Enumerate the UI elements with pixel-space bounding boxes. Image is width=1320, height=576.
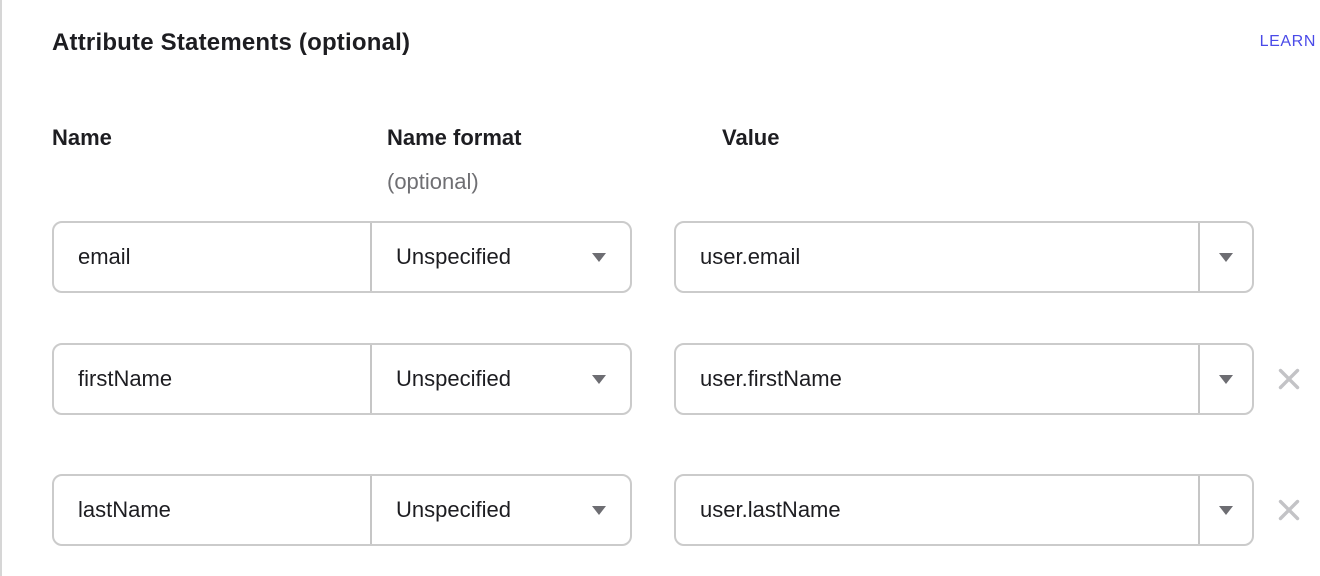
page-title: Attribute Statements (optional) <box>52 29 411 56</box>
attribute-value-input[interactable] <box>676 345 1198 413</box>
column-header-name-format: Name format (optional) <box>387 124 722 196</box>
name-and-format-group: Unspecified <box>52 343 632 415</box>
name-format-select[interactable]: Unspecified <box>372 345 630 413</box>
learn-link[interactable]: LEARN <box>1259 33 1316 50</box>
group-divider <box>370 476 372 544</box>
value-dropdown-toggle[interactable] <box>1200 223 1252 291</box>
attribute-row: Unspecified <box>52 221 1320 293</box>
value-dropdown-toggle[interactable] <box>1200 476 1252 544</box>
attribute-name-input[interactable] <box>54 345 370 413</box>
attribute-rows: Unspecified Unspecified <box>52 221 1320 546</box>
chevron-down-icon <box>592 505 606 515</box>
group-divider <box>1198 476 1200 544</box>
chevron-down-icon <box>1219 252 1233 262</box>
column-header-value: Value <box>722 125 780 150</box>
close-icon <box>1278 368 1300 390</box>
column-header-name-format-label: Name format <box>387 125 522 150</box>
panel-header: Attribute Statements (optional) LEARN <box>52 28 1320 58</box>
value-group <box>674 474 1254 546</box>
name-format-selected-value: Unspecified <box>396 497 511 522</box>
remove-attribute-button[interactable] <box>1274 495 1304 525</box>
attribute-row: Unspecified <box>52 474 1320 546</box>
group-divider <box>1198 345 1200 413</box>
name-and-format-group: Unspecified <box>52 474 632 546</box>
chevron-down-icon <box>1219 505 1233 515</box>
attribute-name-input[interactable] <box>54 476 370 544</box>
name-format-select[interactable]: Unspecified <box>372 223 630 291</box>
chevron-down-icon <box>592 252 606 262</box>
group-divider <box>370 223 372 291</box>
attribute-row: Unspecified <box>52 343 1320 415</box>
table-header-row: Name Name format (optional) Value <box>52 124 1320 196</box>
value-dropdown-toggle[interactable] <box>1200 345 1252 413</box>
group-divider <box>370 345 372 413</box>
attribute-value-input[interactable] <box>676 223 1198 291</box>
chevron-down-icon <box>1219 374 1233 384</box>
attribute-name-input[interactable] <box>54 223 370 291</box>
column-header-name: Name <box>52 125 112 150</box>
name-and-format-group: Unspecified <box>52 221 632 293</box>
name-format-select[interactable]: Unspecified <box>372 476 630 544</box>
name-format-selected-value: Unspecified <box>396 366 511 391</box>
attribute-value-input[interactable] <box>676 476 1198 544</box>
close-icon <box>1278 499 1300 521</box>
value-group <box>674 221 1254 293</box>
name-format-selected-value: Unspecified <box>396 244 511 269</box>
remove-attribute-button[interactable] <box>1274 364 1304 394</box>
column-header-name-format-optional: (optional) <box>387 169 479 194</box>
value-group <box>674 343 1254 415</box>
chevron-down-icon <box>592 374 606 384</box>
group-divider <box>1198 223 1200 291</box>
